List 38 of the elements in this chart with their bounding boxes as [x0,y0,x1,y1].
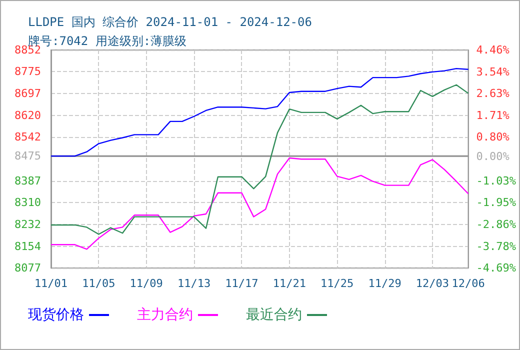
y-tick-label: 8077 [14,262,41,274]
y2-tick-label: -1.95% [476,196,516,210]
x-tick-label: 11/17 [225,277,258,290]
legend-label: 最近合约 [246,307,302,323]
line-series [50,84,469,235]
y2-tick-label: -1.03% [476,174,516,188]
y2-tick-label: 4.46% [476,44,510,56]
line-series [50,68,469,157]
y2-tick-label: -2.86% [476,218,516,231]
y-tick-label: 8775 [14,65,41,78]
line-series [50,157,469,250]
x-tick-label: 12/03 [416,277,450,290]
y-tick-label: 8310 [14,196,41,209]
y-tick-label: 8154 [14,240,42,253]
y2-tick-label: 3.54% [476,65,510,78]
y-tick-label: 8697 [14,87,41,100]
chart-title: LLDPE 国内 综合价 2024-11-01 - 2024-12-06 [28,15,312,29]
x-tick-label: 11/21 [272,277,306,290]
y2-tick-label: 1.71% [476,109,510,122]
y-tick-label: 8620 [14,108,41,122]
y2-tick-label: 0.00% [476,150,510,163]
x-tick-label: 12/06 [452,277,485,290]
y-tick-label: 8542 [14,130,41,144]
x-tick-label: 11/29 [368,277,402,290]
x-tick-label: 11/25 [320,277,354,290]
y2-tick-label: -3.78% [476,240,516,253]
y2-tick-label: 0.80% [476,130,510,144]
y2-tick-label: 2.63% [476,87,510,100]
x-tick-label: 11/09 [130,277,163,290]
legend-label: 现货价格 [28,307,84,323]
y2-tick-label: -4.69% [476,262,516,274]
x-tick-label: 11/01 [34,277,68,290]
y-tick-label: 8232 [14,218,41,231]
y-tick-label: 8387 [14,174,41,188]
x-tick-label: 11/13 [178,277,211,290]
legend-label: 主力合约 [137,307,193,323]
x-tick-label: 11/05 [82,277,116,290]
y-tick-label: 8475 [14,150,41,163]
